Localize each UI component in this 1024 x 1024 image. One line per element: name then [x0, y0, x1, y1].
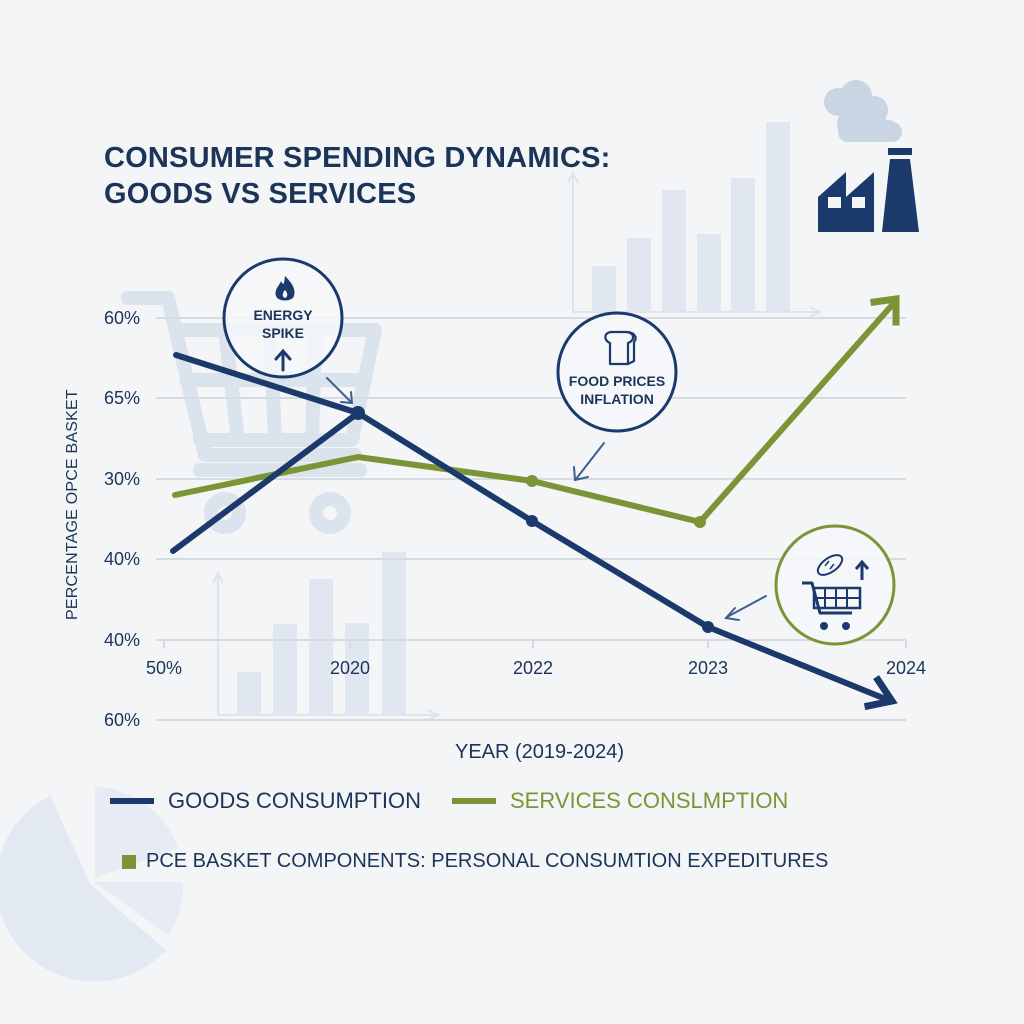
- y-tick: 60%: [103, 710, 140, 730]
- goods-point: [526, 515, 538, 527]
- basket-callout: [774, 524, 896, 646]
- y-tick: 40%: [103, 630, 140, 650]
- energy-spike-callout: [222, 257, 344, 379]
- services-point: [694, 516, 706, 528]
- y-tick: 60%: [103, 308, 140, 328]
- x-tick: 50%: [145, 658, 183, 678]
- flame-icon: [275, 276, 295, 301]
- food-prices-label-line-2: INFLATION: [580, 391, 654, 407]
- legend-item-goods: GOODS CONSUMPTION: [110, 788, 421, 814]
- legend-label-services: SERVICES CONSLMPTION: [510, 788, 789, 813]
- x-tick: 2024: [885, 658, 927, 678]
- goods-point: [351, 406, 365, 420]
- chart-title-line-1: CONSUMER SPENDING DYNAMICS:: [104, 142, 611, 174]
- x-tick: 2022: [512, 658, 554, 678]
- callout-pointer-arrows: [326, 377, 767, 621]
- pie-chart-decor-icon: [0, 787, 184, 982]
- energy-spike-label: ENERGY SPIKE: [233, 306, 333, 342]
- x-tick: 2023: [687, 658, 729, 678]
- y-tick: 40%: [103, 549, 140, 569]
- factory-icon: [818, 80, 919, 232]
- services-series: [172, 294, 900, 528]
- food-prices-label-line-1: FOOD PRICES: [568, 373, 666, 389]
- services-point: [526, 475, 538, 487]
- note-square-icon: [122, 854, 136, 869]
- legend-swatch-goods: [110, 798, 154, 804]
- pce-note-text: PCE BASKET COMPONENTS: PERSONAL CONSUMTI…: [146, 850, 829, 872]
- chart-title: CONSUMER SPENDING DYNAMICS: GOODS VS SER…: [104, 140, 624, 212]
- y-tick: 30%: [103, 469, 140, 489]
- shopping-cart-bread-icon: [802, 554, 870, 630]
- up-arrow-icon: [274, 348, 292, 372]
- x-tick: 2020: [329, 658, 371, 678]
- legend-label-goods: GOODS CONSUMPTION: [168, 788, 422, 813]
- energy-spike-label-line-2: SPIKE: [261, 325, 304, 341]
- goods-series: [170, 352, 898, 711]
- energy-spike-label-line-1: ENERGY: [253, 307, 313, 323]
- x-axis-label: YEAR (2019-2024): [455, 741, 624, 763]
- legend-swatch-services: [452, 798, 496, 804]
- goods-point: [702, 621, 714, 633]
- pce-note: PCE BASKET COMPONENTS: PERSONAL CONSUMTI…: [122, 850, 828, 873]
- bread-icon: [604, 330, 637, 366]
- bar-chart-decor-icon: [212, 552, 441, 721]
- legend-item-services: SERVICES CONSLMPTION: [452, 788, 788, 814]
- food-prices-label: FOOD PRICES INFLATION: [562, 372, 672, 408]
- bar-chart-decor-icon: [567, 122, 823, 318]
- food-prices-callout: [556, 311, 678, 433]
- y-tick: 65%: [103, 388, 140, 408]
- chart-title-line-2: GOODS VS SERVICES: [104, 178, 417, 210]
